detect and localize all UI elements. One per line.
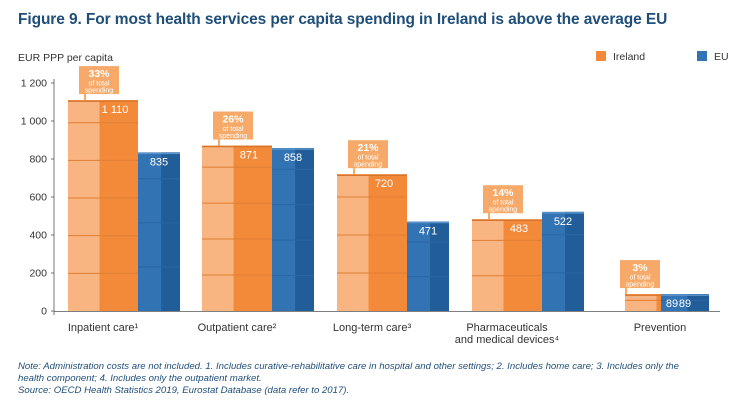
y-tick-label: 400 — [29, 230, 47, 242]
chart-note: Note: Administration costs are not inclu… — [18, 361, 743, 397]
bar-eu-side — [430, 221, 449, 311]
legend-label-ireland: Ireland — [613, 51, 645, 63]
share-value: 21% — [357, 142, 379, 154]
y-tick-label: 1 000 — [21, 116, 47, 128]
bar-ireland-face — [202, 145, 234, 311]
value-label-ireland: 720 — [375, 178, 393, 190]
share-callout-box — [620, 260, 660, 289]
figure-title: Figure 9. For most health services per c… — [18, 11, 668, 28]
y-tick-label: 0 — [41, 306, 47, 318]
category-label: Prevention — [634, 322, 687, 334]
share-value: 33% — [88, 68, 110, 80]
share-caption-line-1: of total — [492, 200, 513, 207]
category-label: Pharmaceuticals — [466, 322, 548, 334]
bar-ireland-face — [625, 294, 657, 311]
share-caption-line-2: spending — [354, 162, 383, 169]
share-caption-line-1: of total — [629, 275, 650, 282]
note-line-1: Note: Administration costs are not inclu… — [18, 361, 679, 372]
y-tick-label: 1 200 — [21, 78, 47, 90]
value-label-eu: 835 — [150, 156, 168, 168]
share-caption-line-2: spending — [489, 207, 518, 214]
share-callout-box — [483, 185, 523, 214]
bar-eu-side — [565, 211, 584, 311]
bar-ireland-face — [472, 219, 504, 311]
share-caption-line-1: of total — [222, 126, 243, 133]
share-callout-box — [213, 111, 253, 140]
value-label-eu: 858 — [284, 152, 302, 164]
bar-eu-side — [161, 152, 180, 311]
share-caption-line-2: spending — [85, 88, 114, 95]
value-label-eu: 471 — [419, 226, 437, 238]
value-label-ireland: 1 110 — [102, 104, 129, 116]
bar-ireland-face — [68, 100, 100, 311]
category-label: Inpatient care¹ — [68, 322, 139, 334]
y-tick-label: 200 — [29, 268, 47, 280]
value-label-eu: 522 — [554, 216, 572, 228]
category-label: Long-term care³ — [333, 322, 412, 334]
value-label-ireland: 483 — [510, 223, 528, 235]
share-value: 14% — [492, 187, 514, 199]
y-axis-title: EUR PPP per capita — [18, 52, 113, 64]
share-value: 26% — [222, 114, 244, 126]
share-callout-box — [79, 66, 119, 95]
category-label: Outpatient care² — [198, 322, 277, 334]
category-label: and medical devices⁴ — [455, 334, 560, 346]
source-line: Source: OECD Health Statistics 2019, Eur… — [18, 385, 350, 396]
y-tick-label: 600 — [29, 192, 47, 204]
bar-eu-side — [687, 294, 709, 311]
legend-swatch-ireland — [596, 51, 606, 61]
value-label-ireland: 89 — [666, 298, 678, 310]
y-tick-label: 800 — [29, 154, 47, 166]
note-line-2: health component; 4. Includes only the o… — [18, 373, 262, 384]
value-label-eu: 89 — [679, 298, 691, 310]
value-label-ireland: 871 — [240, 150, 258, 162]
share-caption-line-2: spending — [219, 133, 248, 140]
legend-swatch-eu — [697, 51, 707, 61]
bar-eu-side — [295, 147, 314, 311]
share-caption-line-1: of total — [357, 155, 378, 162]
share-value: 3% — [632, 262, 648, 274]
legend-label-eu: EU — [714, 51, 729, 63]
share-callout-box — [348, 140, 388, 169]
bar-ireland-face — [337, 174, 369, 311]
share-caption-line-2: spending — [626, 282, 655, 289]
legend: Ireland EU — [596, 51, 729, 63]
share-caption-line-1: of total — [88, 81, 109, 88]
